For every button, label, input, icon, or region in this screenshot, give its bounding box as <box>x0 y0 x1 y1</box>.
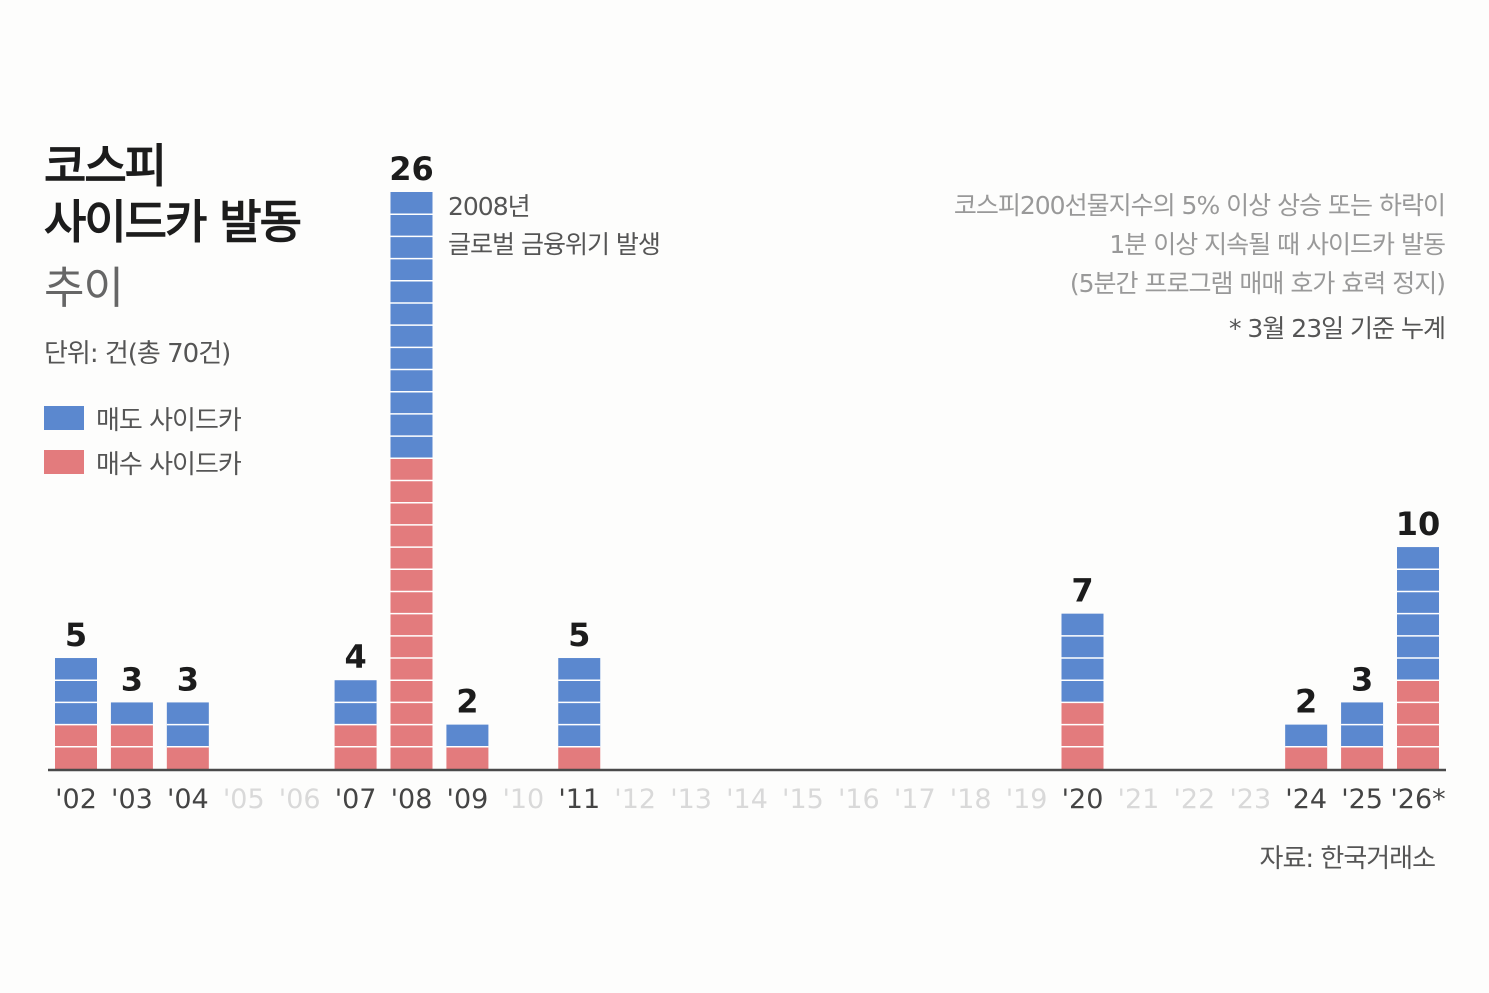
x-tick-label: '06 <box>279 784 321 815</box>
bar-buy-segment <box>558 746 601 769</box>
x-tick-label: '18 <box>950 784 992 815</box>
bar-total-label: 3 <box>177 660 199 698</box>
legend: 매도 사이드카 매수 사이드카 <box>44 396 242 484</box>
x-tick-label: '19 <box>1006 784 1048 815</box>
x-tick-label: '21 <box>1118 784 1160 815</box>
x-tick-label: '22 <box>1173 784 1215 815</box>
note-line-2: 1분 이상 지속될 때 사이드카 발동 <box>1109 230 1446 259</box>
legend-swatch-sell <box>44 406 84 430</box>
x-tick-label: '23 <box>1229 784 1271 815</box>
x-tick-label: '16 <box>838 784 880 815</box>
bar-total-label: 2 <box>456 683 478 721</box>
legend-item-sell: 매도 사이드카 <box>44 396 242 440</box>
bar-buy-segment <box>166 746 209 769</box>
x-tick-label: '02 <box>55 784 97 815</box>
bar-buy-segment <box>446 746 489 769</box>
bar-total-label: 26 <box>389 150 434 188</box>
annotation-2008: 2008년 글로벌 금융위기 발생 <box>448 188 661 264</box>
annotation-line-2: 글로벌 금융위기 발생 <box>448 230 661 259</box>
basis-note: * 3월 23일 기준 누계 <box>1228 314 1446 343</box>
chart-subtitle: 추이 <box>44 263 124 314</box>
bar-total-label: 3 <box>121 660 143 698</box>
bar-total-label: 5 <box>568 616 590 654</box>
bar-sell-segment <box>55 658 97 725</box>
x-tick-label: '24 <box>1285 784 1327 815</box>
legend-label-buy: 매수 사이드카 <box>96 449 242 480</box>
bar-total-label: 10 <box>1396 505 1441 543</box>
title-line-2: 사이드카 발동 <box>44 195 302 249</box>
bar-buy-segment <box>1061 702 1104 769</box>
legend-label-sell: 매도 사이드카 <box>96 405 242 436</box>
chart-title: 코스피 사이드카 발동 <box>44 138 302 250</box>
bar-sell-segment <box>446 724 489 747</box>
source-label: 자료: 한국거래소 <box>1259 844 1436 874</box>
bar-total-label: 5 <box>65 616 87 654</box>
bar-buy-segment <box>1285 746 1328 769</box>
bar-total-label: 2 <box>1295 683 1317 721</box>
x-tick-label: '07 <box>335 784 377 815</box>
bar-sell-segment <box>110 702 153 725</box>
legend-item-buy: 매수 사이드카 <box>44 440 242 484</box>
x-tick-label: '14 <box>726 784 768 815</box>
bar-total-label: 7 <box>1071 572 1093 610</box>
x-tick-label: '08 <box>391 784 433 815</box>
x-tick-label: '05 <box>223 784 265 815</box>
x-tick-label: '25 <box>1341 784 1383 815</box>
x-tick-label: '10 <box>502 784 544 815</box>
legend-swatch-buy <box>44 450 84 474</box>
bar-sell-segment <box>1285 724 1328 747</box>
x-tick-label: '17 <box>894 784 936 815</box>
annotation-line-1: 2008년 <box>448 192 531 221</box>
x-tick-label: '04 <box>167 784 209 815</box>
x-tick-label: '03 <box>111 784 153 815</box>
bar-total-label: 3 <box>1351 660 1373 698</box>
trigger-note: 코스피200선물지수의 5% 이상 상승 또는 하락이 1분 이상 지속될 때 … <box>953 186 1446 348</box>
bar-buy-segment <box>1341 746 1384 769</box>
x-tick-label: '15 <box>782 784 824 815</box>
title-line-1: 코스피 <box>44 139 167 193</box>
x-tick-label: '20 <box>1062 784 1104 815</box>
x-tick-label: '11 <box>558 784 600 815</box>
x-tick-label: '12 <box>614 784 656 815</box>
bar-total-label: 4 <box>344 638 366 676</box>
unit-label: 단위: 건(총 70건) <box>44 339 231 369</box>
x-tick-label: '09 <box>447 784 489 815</box>
note-line-3: (5분간 프로그램 매매 호가 효력 정지) <box>1069 269 1446 298</box>
note-line-1: 코스피200선물지수의 5% 이상 상승 또는 하락이 <box>953 191 1446 220</box>
x-tick-label: '13 <box>670 784 712 815</box>
x-tick-label: '26* <box>1390 784 1445 815</box>
